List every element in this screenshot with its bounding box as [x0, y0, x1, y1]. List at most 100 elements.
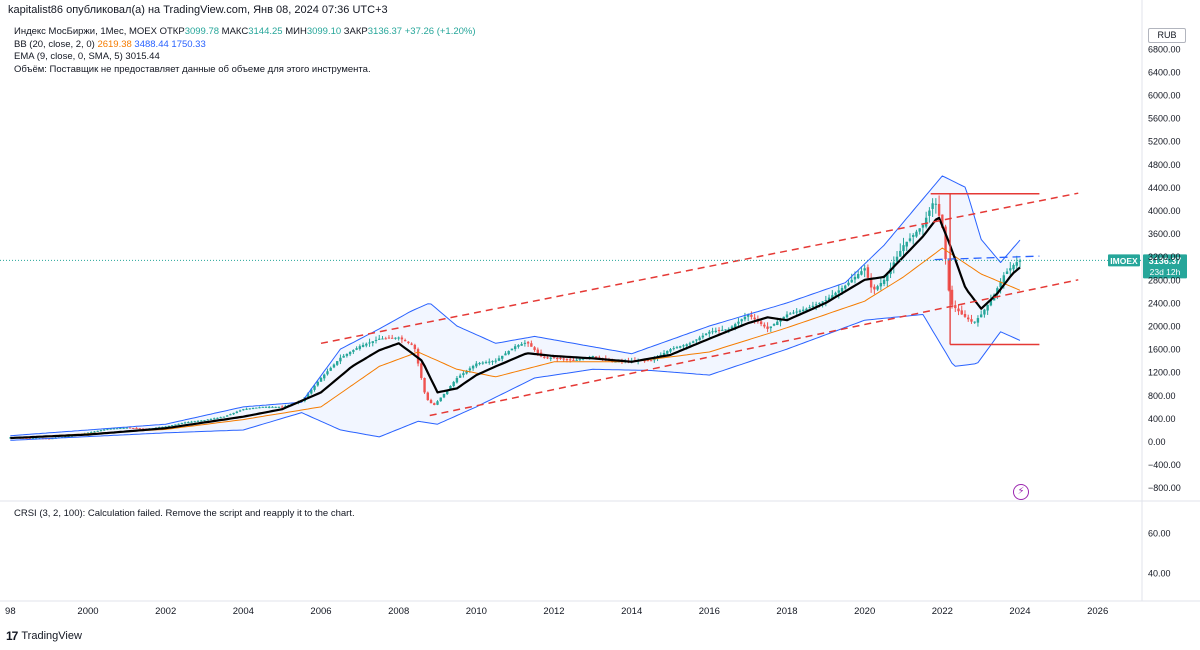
candle-body [471, 365, 475, 369]
candle-body [546, 357, 549, 359]
candle [222, 416, 226, 418]
candle-body [135, 427, 138, 429]
candle-body [967, 317, 970, 320]
crsi-label[interactable]: CRSI (3, 2, 100): Calculation failed. Re… [14, 508, 355, 519]
candle-body [352, 350, 355, 352]
y-tick-label: 3200.00 [1148, 252, 1181, 262]
candle [481, 361, 485, 365]
candle-body [908, 238, 912, 241]
candle-body [90, 432, 93, 434]
candle [679, 345, 682, 349]
bb-basis-line [10, 247, 1021, 439]
bb-upper-value: 3488.44 [134, 38, 169, 50]
y-tick-label: 6400.00 [1148, 67, 1181, 77]
candle-body [646, 360, 650, 362]
low-value: 3099.10 [306, 26, 342, 37]
candle [352, 349, 355, 355]
brand-name: TradingView [21, 630, 82, 642]
candle [413, 343, 417, 353]
candle [93, 430, 96, 433]
candle [491, 360, 494, 365]
candle-body [996, 288, 999, 295]
candle [759, 320, 763, 327]
candle [410, 342, 413, 346]
candle-body [332, 364, 336, 368]
x-tick-label: 2006 [310, 606, 331, 617]
lightning-icon[interactable]: ⚡ [1013, 484, 1029, 500]
candle-body [190, 421, 193, 423]
candle-body [497, 358, 501, 361]
footer-brand[interactable]: 17 TradingView [6, 629, 82, 643]
candle-body [520, 343, 523, 346]
candle [132, 427, 135, 429]
candle-body [248, 408, 252, 410]
candle [1005, 268, 1009, 275]
candle-body [264, 406, 268, 408]
candle-body [478, 363, 481, 365]
x-tick-label: 2012 [543, 606, 564, 617]
candle-body [704, 333, 708, 335]
candle [187, 421, 190, 424]
candle [368, 338, 371, 347]
candle-body [662, 352, 666, 356]
y-tick-label: 4800.00 [1148, 160, 1181, 170]
candle [970, 314, 973, 324]
candle-body [306, 393, 310, 397]
candle [876, 284, 879, 291]
candle-body [695, 339, 698, 341]
candle-body [310, 389, 313, 394]
candle [507, 350, 510, 356]
currency-button[interactable]: RUB [1148, 28, 1186, 43]
candle-body [805, 308, 808, 311]
candle [261, 406, 264, 408]
candle-body [672, 348, 675, 350]
symbol-title[interactable]: Индекс МосБиржи, 1Мес, MOEX [14, 26, 157, 37]
close-value: 3136.37 [367, 26, 403, 37]
legend-bb-row[interactable]: BB (20, close, 2, 0) 2619.38 3488.44 175… [14, 38, 206, 50]
candle-body [319, 377, 323, 382]
candle [213, 417, 216, 420]
candle [225, 415, 229, 417]
candle-body [863, 268, 866, 271]
candle [714, 327, 718, 334]
candle [258, 406, 261, 409]
candle-body [517, 345, 520, 347]
candle-body [387, 337, 391, 339]
candle-body [242, 409, 245, 411]
candle [572, 358, 575, 361]
candle [141, 428, 145, 430]
x-tick-label: 2018 [776, 606, 797, 617]
candle-body [238, 410, 242, 412]
legend-ema-row[interactable]: EMA (9, close, 0, SMA, 5) 3015.44 [14, 51, 160, 62]
candle [960, 305, 963, 315]
candle-body [789, 313, 792, 315]
candle-body [717, 330, 721, 332]
candle [704, 332, 708, 336]
candle-body [284, 405, 287, 407]
candle [206, 418, 209, 421]
candle-body [960, 310, 963, 315]
candle [319, 376, 323, 382]
candle-body [510, 348, 514, 351]
candle-body [944, 226, 947, 260]
candle-body [750, 314, 753, 317]
candle [847, 279, 850, 287]
candle [128, 427, 132, 429]
candle [552, 357, 556, 359]
candle [594, 356, 598, 358]
candle-body [844, 285, 847, 289]
candle-body [28, 437, 31, 439]
candle [743, 312, 747, 322]
candle-body [491, 361, 494, 363]
candle-body [931, 203, 934, 209]
candle-body [132, 427, 135, 429]
candle-body [776, 321, 779, 326]
candle-body [193, 421, 196, 423]
candle [763, 322, 766, 329]
candle-body [368, 342, 371, 344]
candle-body [714, 330, 718, 333]
candle-body [860, 271, 863, 275]
candle-body [1002, 275, 1006, 283]
candle-body [180, 423, 184, 425]
